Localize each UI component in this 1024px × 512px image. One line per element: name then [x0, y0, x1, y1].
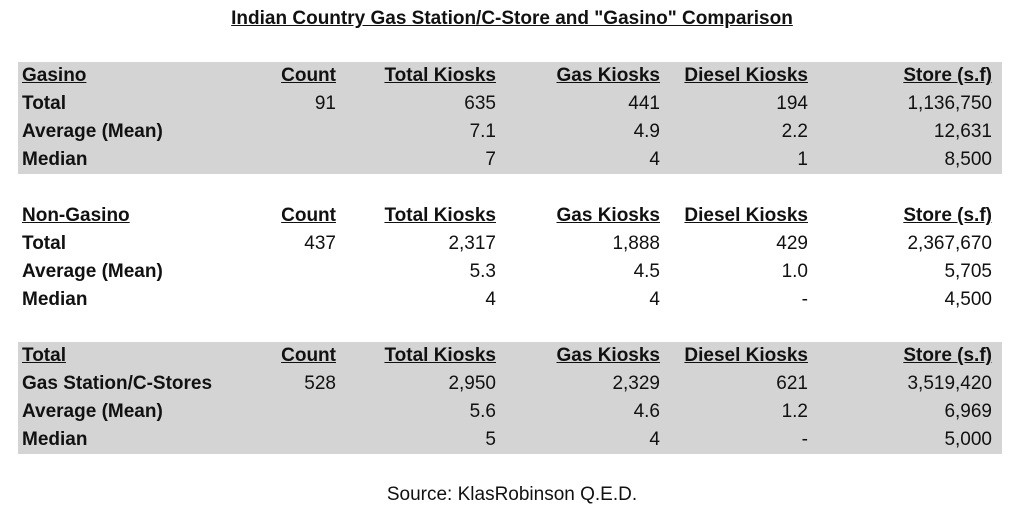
total-kiosks-cell: 7 — [485, 149, 496, 170]
gas-kiosks-cell: 4 — [649, 289, 660, 310]
col-total-kiosks-header: Total Kiosks — [384, 65, 496, 86]
col-diesel-kiosks-header: Diesel Kiosks — [684, 65, 808, 86]
count-cell: 91 — [314, 93, 336, 114]
table-row: Median 4 4 - 4,500 — [18, 286, 1002, 314]
total-kiosks-cell: 2,950 — [448, 373, 496, 394]
diesel-kiosks-cell: 194 — [776, 93, 808, 114]
row-label: Average (Mean) — [22, 401, 163, 422]
total-kiosks-cell: 5.3 — [469, 261, 496, 282]
total-kiosks-cell: 7.1 — [469, 121, 496, 142]
row-label: Average (Mean) — [22, 121, 163, 142]
col-store-header: Store (s.f) — [903, 65, 992, 86]
store-cell: 8,500 — [944, 149, 992, 170]
section-title: Non-Gasino — [22, 205, 130, 226]
row-label: Total — [22, 93, 66, 114]
gas-kiosks-cell: 4 — [649, 149, 660, 170]
section-title: Total — [22, 345, 66, 366]
col-gas-kiosks-header: Gas Kiosks — [556, 345, 661, 366]
diesel-kiosks-cell: 1.2 — [781, 401, 808, 422]
col-total-kiosks-header: Total Kiosks — [384, 345, 496, 366]
row-label: Median — [22, 289, 88, 310]
total-kiosks-cell: 5 — [485, 429, 496, 450]
header-row: Gasino Count Total Kiosks Gas Kiosks Die… — [18, 62, 1002, 90]
col-total-kiosks-header: Total Kiosks — [384, 205, 496, 226]
diesel-kiosks-cell: - — [801, 289, 808, 310]
count-cell: 437 — [304, 233, 336, 254]
row-label: Median — [22, 149, 88, 170]
col-diesel-kiosks-header: Diesel Kiosks — [684, 345, 808, 366]
store-cell: 12,631 — [933, 121, 992, 142]
col-store-header: Store (s.f) — [903, 345, 992, 366]
header-row: Total Count Total Kiosks Gas Kiosks Dies… — [18, 342, 1002, 370]
store-cell: 1,136,750 — [907, 93, 992, 114]
table-row: Total 91 635 441 194 1,136,750 — [18, 90, 1002, 118]
diesel-kiosks-cell: 1.0 — [781, 261, 808, 282]
page-title: Indian Country Gas Station/C-Store and "… — [231, 8, 793, 29]
gas-kiosks-cell: 4 — [649, 429, 660, 450]
col-gas-kiosks-header: Gas Kiosks — [556, 205, 661, 226]
table-row: Gas Station/C-Stores 528 2,950 2,329 621… — [18, 370, 1002, 398]
store-cell: 3,519,420 — [907, 373, 992, 394]
diesel-kiosks-cell: - — [801, 429, 808, 450]
section-gasino: Gasino Count Total Kiosks Gas Kiosks Die… — [18, 62, 1002, 174]
store-cell: 6,969 — [944, 401, 992, 422]
col-store-header: Store (s.f) — [903, 205, 992, 226]
store-cell: 5,705 — [944, 261, 992, 282]
gas-kiosks-cell: 4.9 — [633, 121, 660, 142]
diesel-kiosks-cell: 1 — [797, 149, 808, 170]
col-count-header: Count — [281, 205, 336, 226]
col-gas-kiosks-header: Gas Kiosks — [556, 65, 661, 86]
source-note: Source: KlasRobinson Q.E.D. — [386, 484, 638, 505]
total-kiosks-cell: 2,317 — [448, 233, 496, 254]
store-cell: 5,000 — [944, 429, 992, 450]
total-kiosks-cell: 5.6 — [469, 401, 496, 422]
table-row: Median 7 4 1 8,500 — [18, 146, 1002, 174]
gas-kiosks-cell: 1,888 — [612, 233, 660, 254]
table-row: Total 437 2,317 1,888 429 2,367,670 — [18, 230, 1002, 258]
diesel-kiosks-cell: 2.2 — [781, 121, 808, 142]
gas-kiosks-cell: 2,329 — [612, 373, 660, 394]
table-row: Average (Mean) 5.3 4.5 1.0 5,705 — [18, 258, 1002, 286]
diesel-kiosks-cell: 621 — [776, 373, 808, 394]
col-count-header: Count — [281, 345, 336, 366]
row-label: Gas Station/C-Stores — [22, 373, 213, 394]
store-cell: 4,500 — [944, 289, 992, 310]
diesel-kiosks-cell: 429 — [776, 233, 808, 254]
col-diesel-kiosks-header: Diesel Kiosks — [684, 205, 808, 226]
store-cell: 2,367,670 — [907, 233, 992, 254]
count-cell: 528 — [304, 373, 336, 394]
row-label: Total — [22, 233, 66, 254]
row-label: Median — [22, 429, 88, 450]
table-row: Average (Mean) 7.1 4.9 2.2 12,631 — [18, 118, 1002, 146]
header-row: Non-Gasino Count Total Kiosks Gas Kiosks… — [18, 202, 1002, 230]
col-count-header: Count — [281, 65, 336, 86]
section-title: Gasino — [22, 65, 87, 86]
section-non-gasino: Non-Gasino Count Total Kiosks Gas Kiosks… — [18, 202, 1002, 314]
gas-kiosks-cell: 4.5 — [633, 261, 660, 282]
gas-kiosks-cell: 441 — [628, 93, 660, 114]
section-total: Total Count Total Kiosks Gas Kiosks Dies… — [18, 342, 1002, 454]
row-label: Average (Mean) — [22, 261, 163, 282]
table-row: Median 5 4 - 5,000 — [18, 426, 1002, 454]
total-kiosks-cell: 635 — [464, 93, 496, 114]
total-kiosks-cell: 4 — [485, 289, 496, 310]
table-row: Average (Mean) 5.6 4.6 1.2 6,969 — [18, 398, 1002, 426]
gas-kiosks-cell: 4.6 — [633, 401, 660, 422]
